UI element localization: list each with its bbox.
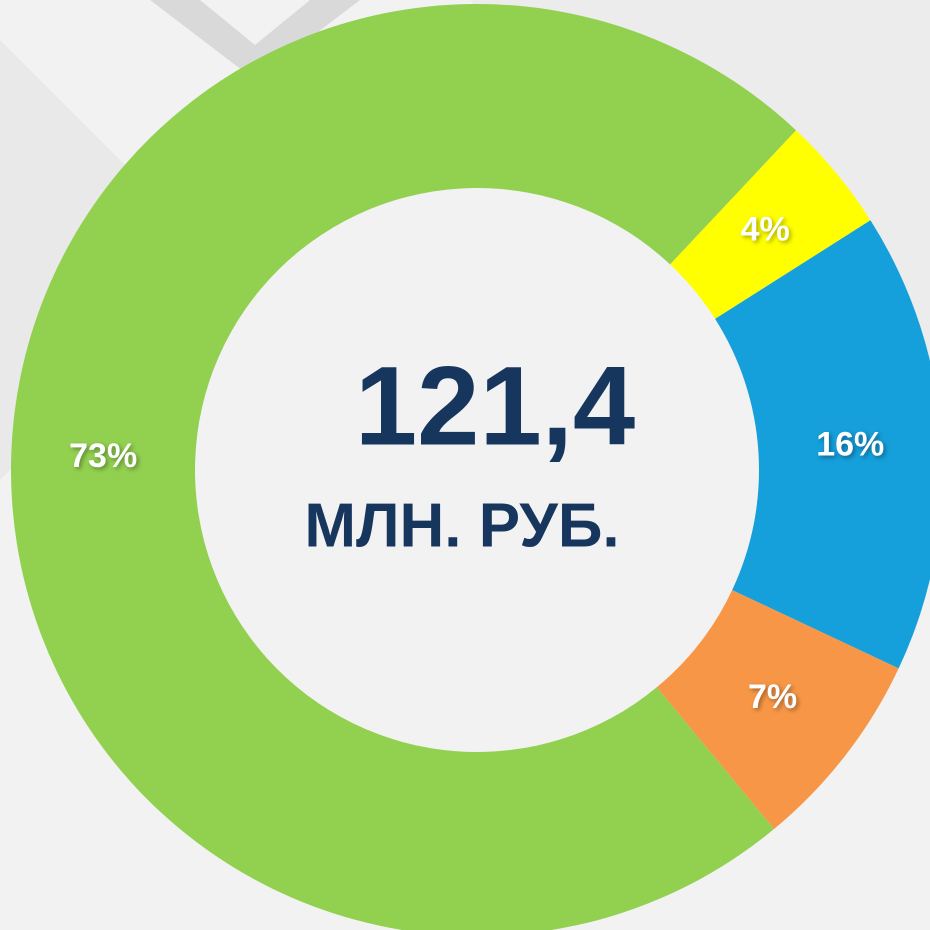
data-label: 7% xyxy=(748,678,797,716)
chart: 121,4 МЛН. РУБ. 4% 16% 7% 73% xyxy=(0,0,930,930)
data-label: 4% xyxy=(741,211,790,249)
data-label: 73% xyxy=(69,437,137,475)
data-label: 16% xyxy=(816,426,884,464)
center-unit: МЛН. РУБ. xyxy=(304,491,619,560)
center-value: 121,4 xyxy=(355,344,635,469)
page: 121,4 МЛН. РУБ. 4%16%7%73% (() => { cons… xyxy=(0,0,930,930)
